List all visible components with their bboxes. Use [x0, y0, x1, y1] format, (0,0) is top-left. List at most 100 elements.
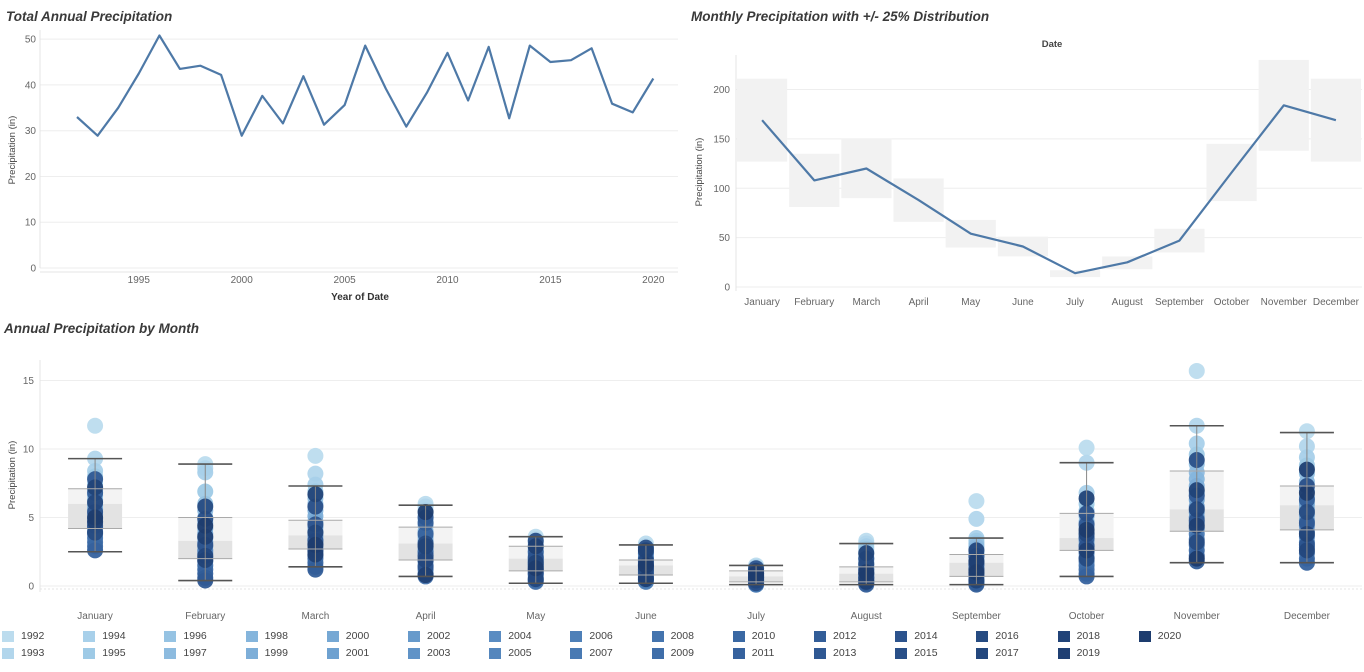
legend-swatch: [1138, 630, 1151, 642]
legend-swatch: [976, 647, 989, 659]
legend-label: 2004: [508, 630, 532, 642]
legend-swatch: [895, 647, 908, 659]
legend-item-2009[interactable]: 2009: [651, 647, 694, 659]
legend-swatch: [895, 630, 908, 642]
legend-item-2002[interactable]: 2002: [408, 630, 450, 642]
legend-swatch: [489, 630, 502, 642]
legend-swatch: [976, 630, 989, 642]
monthly-ytick-label: 0: [724, 283, 730, 294]
legend-label: 1998: [264, 630, 288, 642]
monthly-xtick-label: October: [1214, 297, 1250, 308]
monthly-distribution-band: [1310, 78, 1361, 162]
bymonth-year-point: [1298, 423, 1315, 440]
legend-item-2008[interactable]: 2008: [651, 630, 694, 642]
monthly-precipitation-line: [761, 104, 1337, 275]
bymonth-ytick-label: 15: [23, 376, 35, 387]
legend-item-2017[interactable]: 2017: [976, 647, 1019, 659]
legend-item-2019[interactable]: 2019: [1057, 647, 1100, 659]
legend-label: 2005: [508, 647, 532, 659]
legend-item-1992[interactable]: 1992: [2, 630, 44, 642]
annual-ytick-label: 30: [25, 126, 37, 137]
legend-item-2013[interactable]: 2013: [814, 647, 856, 659]
legend-swatch: [570, 630, 583, 642]
bymonth-ytick-label: 10: [23, 445, 35, 456]
legend-item-2006[interactable]: 2006: [570, 630, 613, 642]
legend-swatch: [83, 630, 96, 642]
legend-label: 1993: [21, 647, 45, 659]
bymonth-ytick-label: 5: [28, 513, 34, 524]
legend-item-2000[interactable]: 2000: [326, 630, 370, 642]
legend-swatch: [651, 647, 664, 659]
monthly-y-axis-title: Precipitation (in): [694, 138, 705, 207]
legend-item-1994[interactable]: 1994: [83, 630, 126, 642]
bymonth-xtick-label: September: [952, 611, 1002, 622]
legend-item-1995[interactable]: 1995: [83, 647, 126, 659]
legend-label: 2019: [1076, 647, 1100, 659]
legend-label: 2015: [914, 647, 938, 659]
legend-item-1999[interactable]: 1999: [245, 647, 288, 659]
annual-xtick-label: 2020: [642, 275, 665, 286]
bymonth-y-axis-title: Precipitation (in): [7, 441, 18, 510]
monthly-xtick-label: April: [909, 297, 929, 308]
legend-item-1997[interactable]: 1997: [164, 647, 207, 659]
legend-item-2004[interactable]: 2004: [489, 630, 532, 642]
bymonth-year-point: [307, 447, 324, 464]
annual-ytick-label: 40: [25, 80, 37, 91]
legend-label: 2020: [1157, 630, 1182, 642]
legend-item-2020[interactable]: 2020: [1138, 630, 1182, 642]
monthly-xtick-label: March: [853, 297, 881, 308]
bymonth-xtick-label: December: [1284, 611, 1331, 622]
bymonth-xtick-label: March: [302, 611, 330, 622]
legend-item-2018[interactable]: 2018: [1057, 630, 1100, 642]
monthly-ytick-label: 50: [719, 233, 731, 244]
legend-label: 2012: [833, 630, 857, 642]
legend-item-2011[interactable]: 2011: [732, 647, 775, 659]
legend-swatch: [814, 647, 826, 659]
legend-item-2007[interactable]: 2007: [570, 647, 613, 659]
bymonth-ytick-label: 0: [28, 582, 34, 593]
legend-item-1996[interactable]: 1996: [164, 630, 207, 642]
legend-label: 1997: [183, 647, 207, 659]
legend-swatch: [245, 630, 258, 642]
legend-item-1998[interactable]: 1998: [245, 630, 288, 642]
legend-label: 2000: [345, 630, 370, 642]
bymonth-xtick-label: July: [747, 611, 765, 622]
monthly-xtick-label: November: [1261, 297, 1308, 308]
legend-label: 2009: [670, 647, 694, 659]
annual-y-axis-title: Precipitation (in): [7, 116, 18, 185]
legend-label: 1994: [102, 630, 126, 642]
legend-item-2016[interactable]: 2016: [976, 630, 1019, 642]
annual-xtick-label: 2005: [333, 275, 356, 286]
legend-item-2001[interactable]: 2001: [326, 647, 369, 659]
legend-item-1993[interactable]: 1993: [2, 647, 44, 659]
annual-precipitation-line: [76, 34, 655, 137]
legend-item-2015[interactable]: 2015: [895, 647, 938, 659]
legend-label: 2017: [995, 647, 1019, 659]
monthly-xtick-label: May: [961, 297, 980, 308]
legend-swatch: [651, 630, 664, 642]
legend-label: 2003: [427, 647, 451, 659]
annual-ytick-label: 10: [25, 218, 37, 229]
annual-xtick-label: 2015: [539, 275, 562, 286]
legend-item-2010[interactable]: 2010: [732, 630, 775, 642]
legend-swatch: [326, 630, 339, 642]
legend-label: 2008: [670, 630, 694, 642]
legend-label: 1996: [183, 630, 207, 642]
legend-swatch: [408, 647, 420, 659]
bymonth-xtick-label: June: [635, 611, 657, 622]
monthly-xtick-label: December: [1313, 297, 1360, 308]
legend-item-2003[interactable]: 2003: [408, 647, 450, 659]
bymonth-year-point: [968, 493, 985, 510]
legend-swatch: [1057, 630, 1070, 642]
bymonth-year-point: [1188, 362, 1205, 379]
legend-item-2005[interactable]: 2005: [489, 647, 532, 659]
legend-item-2012[interactable]: 2012: [814, 630, 856, 642]
legend-swatch: [408, 630, 420, 642]
legend-label: 2011: [751, 647, 775, 659]
legend-swatch: [570, 647, 583, 659]
legend-item-2014[interactable]: 2014: [895, 630, 938, 642]
legend-swatch: [164, 630, 177, 642]
monthly-xtick-label: February: [794, 297, 834, 308]
monthly-ytick-label: 100: [713, 184, 730, 195]
